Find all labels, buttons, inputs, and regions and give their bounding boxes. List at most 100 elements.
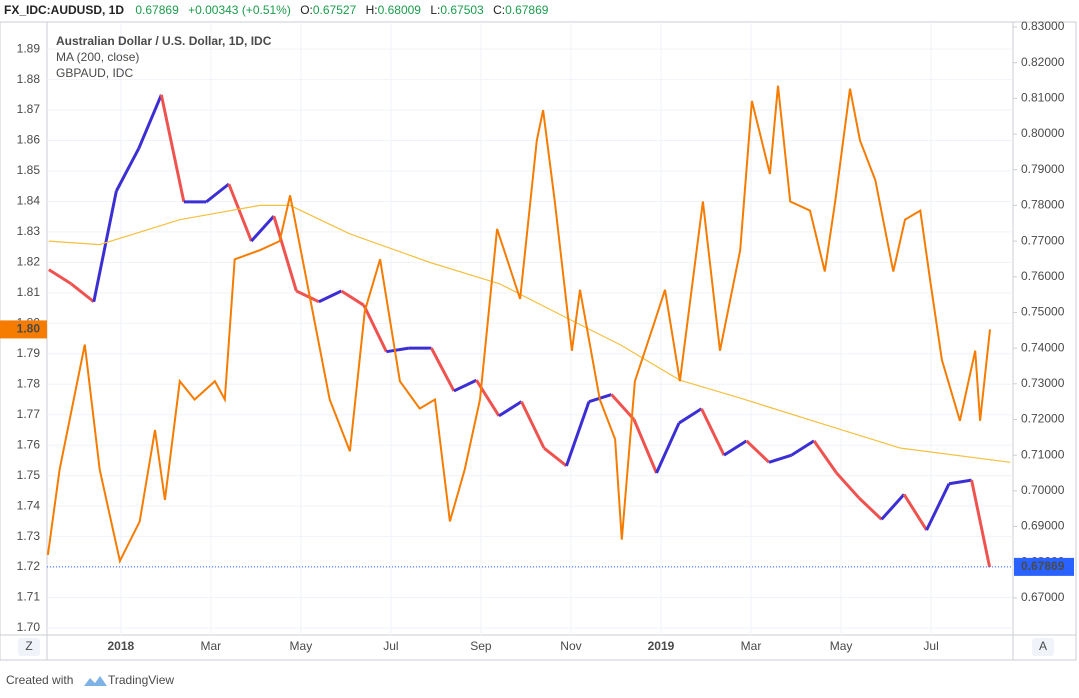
- price-move: [745, 439, 771, 464]
- high-label: H:: [366, 3, 378, 17]
- low-label: L:: [430, 3, 440, 17]
- y-tick-label: 1.87: [17, 102, 41, 116]
- price-move: [205, 182, 230, 204]
- y-tick-label: 1.89: [17, 41, 41, 55]
- price-move: [92, 190, 118, 303]
- brand[interactable]: TradingView: [108, 673, 174, 687]
- price-move: [655, 422, 681, 474]
- x-tick-label: May: [290, 639, 313, 653]
- x-tick-label: Sep: [470, 639, 492, 653]
- symbol: FX_IDC:AUDUSD, 1D: [4, 3, 124, 17]
- close-label: C:: [493, 3, 505, 17]
- y-tick-label: 1.81: [17, 285, 41, 299]
- y2-tick-label: 0.79000: [1021, 162, 1065, 176]
- x-tick-label: 2019: [648, 639, 675, 653]
- y2-tick-label: 0.69000: [1021, 519, 1065, 533]
- price-label: 0.67869: [1021, 559, 1065, 573]
- price-move: [318, 289, 343, 304]
- price-move: [498, 400, 523, 418]
- price-move: [250, 215, 275, 243]
- price-move: [453, 378, 478, 393]
- x-tick-label: Jul: [923, 639, 938, 653]
- zoom-button-label[interactable]: Z: [25, 639, 32, 653]
- y2-tick-label: 0.77000: [1021, 233, 1065, 247]
- open: 0.67527: [313, 3, 357, 17]
- y-tick-label: 1.72: [17, 559, 41, 573]
- price-move: [723, 439, 748, 457]
- price-move: [520, 400, 546, 449]
- y-tick-label: 1.76: [17, 437, 41, 451]
- y2-tick-label: 0.73000: [1021, 376, 1065, 390]
- auto-scale-button[interactable]: [1032, 638, 1054, 656]
- y-tick-label: 1.85: [17, 163, 41, 177]
- tradingview-logo: [84, 676, 107, 686]
- price-move: [925, 483, 951, 531]
- y2-tick-label: 0.70000: [1021, 483, 1065, 497]
- legend-entry: MA (200, close): [56, 50, 139, 64]
- price-move: [835, 472, 861, 499]
- price-move: [768, 453, 792, 464]
- price-move: [880, 493, 906, 521]
- price-move: [362, 304, 388, 353]
- frame: [0, 21, 1077, 661]
- price-move: [610, 393, 636, 421]
- price-move: [47, 268, 73, 286]
- x-tick-label: Nov: [560, 639, 581, 653]
- price-move: [812, 440, 838, 474]
- high: 0.68009: [378, 3, 422, 17]
- y-tick-label: 1.77: [17, 407, 41, 421]
- y-tick-label: 1.74: [17, 498, 41, 512]
- price-move: [114, 147, 141, 192]
- y2-tick-label: 0.71000: [1021, 447, 1065, 461]
- y-tick-label: 1.73: [17, 529, 41, 543]
- y2-tick-label: 0.67000: [1021, 590, 1065, 604]
- y2-tick-label: 0.81000: [1021, 91, 1065, 105]
- price-move: [948, 478, 972, 486]
- y2-tick-label: 0.80000: [1021, 126, 1065, 140]
- price-move: [700, 408, 726, 456]
- close: 0.67869: [505, 3, 549, 17]
- price-move: [790, 439, 815, 457]
- price-move: [159, 94, 186, 203]
- price-move: [295, 289, 320, 304]
- y-tick-label: 1.86: [17, 133, 41, 147]
- y2-tick-label: 0.78000: [1021, 198, 1065, 212]
- y-tick-label: 1.70: [17, 620, 41, 634]
- x-tick-label: 2018: [107, 639, 134, 653]
- price-label-box: [0, 320, 47, 339]
- x-tick-label: Mar: [741, 639, 762, 653]
- price-move: [430, 347, 456, 392]
- y-tick-label: 1.84: [17, 194, 41, 208]
- header: FX_IDC:AUDUSD, 1D 0.67869 +0.00343 (+0.5…: [4, 3, 549, 17]
- legend-entry: Australian Dollar / U.S. Dollar, 1D, IDC: [56, 34, 272, 48]
- y-tick-label: 1.83: [17, 224, 41, 238]
- price-move: [340, 289, 365, 307]
- x-tick-label: May: [830, 639, 853, 653]
- price-move: [227, 183, 253, 242]
- y2-tick-label: 0.75000: [1021, 305, 1065, 319]
- price-move: [386, 346, 410, 354]
- y-tick-label: 1.82: [17, 255, 41, 269]
- created-with: Created with: [6, 673, 73, 687]
- price-move: [678, 407, 703, 425]
- series-line: [46, 85, 991, 564]
- x-tick-label: Mar: [201, 639, 222, 653]
- auto-scale-label[interactable]: A: [1039, 639, 1047, 653]
- y-tick-label: 1.78: [17, 376, 41, 390]
- open-label: O:: [300, 3, 313, 17]
- y2-tick-label: 0.74000: [1021, 340, 1065, 354]
- price-move: [272, 215, 298, 292]
- y-tick-label: 1.71: [17, 590, 41, 604]
- low: 0.67503: [440, 3, 484, 17]
- price-move: [137, 94, 163, 149]
- zoom-button[interactable]: [18, 638, 40, 656]
- price-move: [565, 401, 591, 467]
- change: +0.00343 (+0.51%): [188, 3, 291, 17]
- price-move: [475, 379, 501, 417]
- price-move: [858, 496, 883, 521]
- last-price: 0.67869: [135, 3, 179, 17]
- y-tick-label: 1.75: [17, 468, 41, 482]
